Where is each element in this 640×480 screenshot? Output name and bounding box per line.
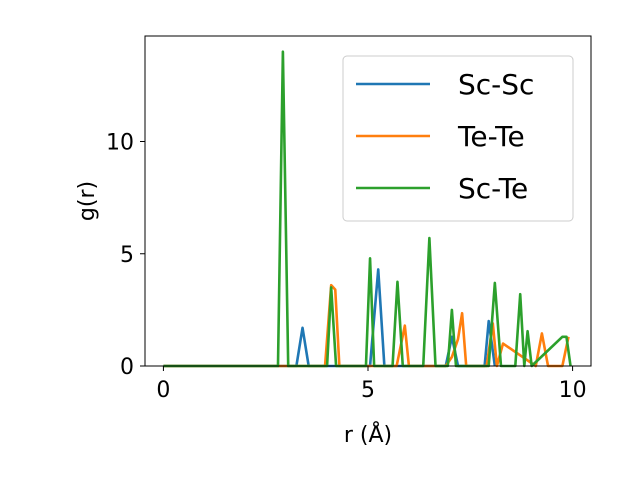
x-tick-label: 10 bbox=[559, 378, 587, 403]
series-line-te-te bbox=[163, 283, 570, 368]
y-tick-label: 0 bbox=[120, 355, 134, 380]
y-tick-label: 10 bbox=[106, 131, 134, 156]
legend-box bbox=[342, 55, 574, 222]
series-line-sc-te bbox=[163, 50, 572, 368]
legend-label: Te-Te bbox=[457, 120, 525, 153]
y-tick-label: 5 bbox=[120, 243, 134, 268]
y-axis-label: g(r) bbox=[75, 181, 100, 221]
legend: Sc-Sc Te-Te Sc-Te bbox=[342, 55, 574, 222]
legend-label: Sc-Sc bbox=[458, 68, 534, 101]
x-tick-label: 0 bbox=[156, 378, 170, 403]
x-tick-label: 5 bbox=[361, 378, 375, 403]
legend-label: Sc-Te bbox=[458, 172, 528, 205]
tick-layer: 0 5 10 0 5 10 bbox=[106, 131, 587, 403]
x-axis-label: r (Å) bbox=[344, 421, 392, 448]
